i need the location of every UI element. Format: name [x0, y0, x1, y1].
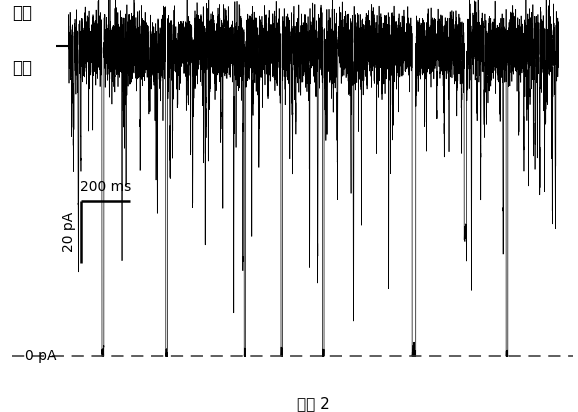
Text: 0 pA: 0 pA	[25, 349, 56, 363]
Text: 端粒 2: 端粒 2	[297, 396, 330, 412]
Text: 20 pA: 20 pA	[62, 212, 76, 253]
Text: 200 ms: 200 ms	[80, 180, 131, 194]
Text: 开孔: 开孔	[12, 4, 32, 22]
Text: 电流: 电流	[12, 59, 32, 77]
